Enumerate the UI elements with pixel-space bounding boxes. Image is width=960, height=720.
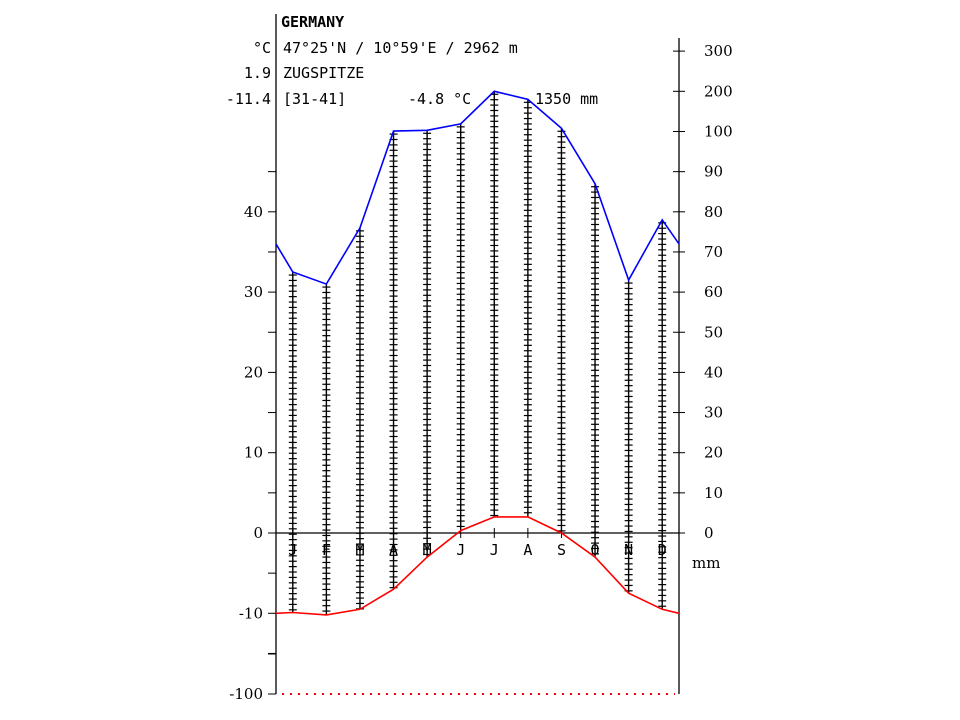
country-title: GERMANY xyxy=(281,13,344,31)
right-tick-label: 30 xyxy=(704,404,723,422)
left-tick-label: -10 xyxy=(239,604,263,622)
temperature-line xyxy=(275,516,680,616)
chart-marks xyxy=(275,90,680,695)
right-tick-label: 80 xyxy=(704,203,723,221)
right-tick-label: 40 xyxy=(704,363,723,381)
left-tick-label: 40 xyxy=(244,203,263,221)
station-name: ZUGSPITZE xyxy=(283,64,364,82)
right-unit-label: mm xyxy=(692,554,720,572)
left-tick-label: 20 xyxy=(244,363,263,381)
right-tick-label: 0 xyxy=(704,524,714,542)
month-label: J xyxy=(490,541,499,559)
mean-min-temp-label: -4.8 °C xyxy=(408,90,471,108)
annual-precip-label: 1350 mm xyxy=(535,90,598,108)
left-tick-label: 30 xyxy=(244,283,263,301)
month-label: S xyxy=(557,541,566,559)
annual-mean-temp: 1.9 xyxy=(244,64,271,82)
right-tick-label: 20 xyxy=(704,444,723,462)
left-tick-label: 10 xyxy=(244,444,263,462)
right-tick-label: 50 xyxy=(704,323,723,341)
right-tick-label: 300 xyxy=(704,42,733,60)
plot-area: 403020100-10-100300200100908070605040302… xyxy=(229,14,733,703)
month-label: J xyxy=(456,541,465,559)
left-tick-label: 0 xyxy=(253,524,263,542)
right-tick-label: 90 xyxy=(704,163,723,181)
min-temp-label: -11.4 xyxy=(226,90,271,108)
right-tick-label: 200 xyxy=(704,82,733,100)
left-tick-label: -100 xyxy=(229,685,263,703)
month-label: A xyxy=(523,541,532,559)
temp-unit-label: °C xyxy=(253,39,271,57)
coordinates-label: 47°25'N / 10°59'E / 2962 m xyxy=(283,39,518,57)
right-tick-label: 10 xyxy=(704,484,723,502)
precipitation-line xyxy=(275,90,680,286)
right-tick-label: 70 xyxy=(704,243,723,261)
right-tick-label: 100 xyxy=(704,123,733,141)
period-label: [31-41] xyxy=(283,90,346,108)
right-tick-label: 60 xyxy=(704,283,723,301)
